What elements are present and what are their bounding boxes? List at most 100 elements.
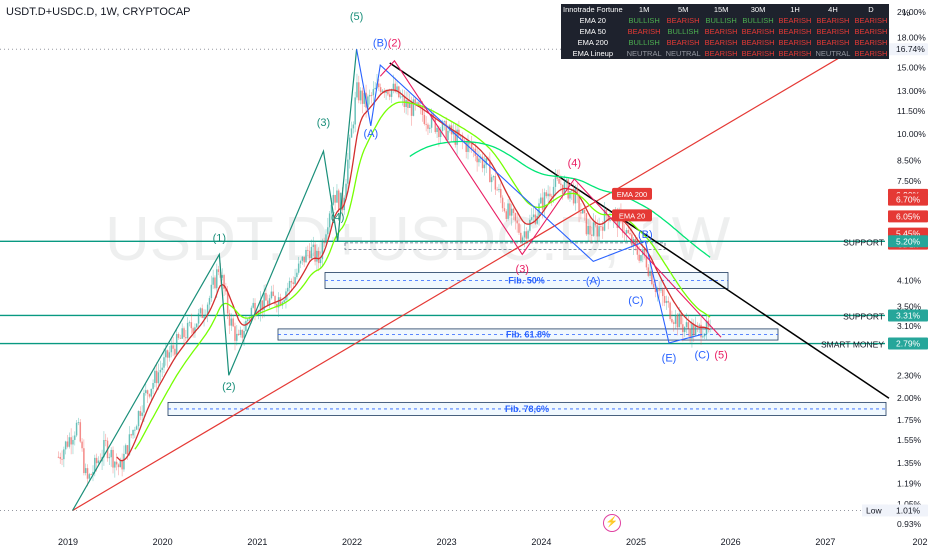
candle-body [663,296,666,303]
candle-body [682,324,684,333]
candle-body [350,128,353,138]
candle-body [432,113,435,118]
candle-body [669,302,671,320]
candle-body [394,83,396,92]
x-tick-label: 2019 [58,537,78,547]
candle-body [472,148,475,150]
candle-body [678,313,680,328]
candle-body [372,89,375,96]
candle-body [421,106,424,115]
candle-body [210,284,213,299]
candle-body [489,159,491,183]
price-label: 6.05% [896,211,921,221]
candle-body [214,277,216,289]
candle-body [520,232,522,241]
candle-body [123,453,125,470]
y-tick-label: 8.50% [897,156,922,166]
candle-body [523,231,526,238]
candle-body [61,458,63,460]
candle-body [418,102,420,106]
candle-body [121,460,123,470]
candle-body [654,287,657,293]
y-tick-label: 18.00% [897,32,926,42]
candle-body [114,461,116,468]
candle-body [390,89,393,97]
candle-body [388,94,391,97]
candle-body [629,232,631,235]
ema-tag-label: EMA 200 [617,190,647,199]
candle-body [223,275,225,289]
support-label: SUPPORT [843,237,884,247]
wave-label: (A) [586,275,601,287]
candle-body [103,440,105,458]
candle-body [658,288,660,291]
red-trendline [72,27,890,511]
candle-body [443,121,446,122]
candle-body [226,291,229,314]
candle-body [232,318,234,327]
x-tick-label: 2021 [247,537,267,547]
candle-body [146,390,149,395]
candle-body [428,127,431,129]
price-label-box [888,504,928,517]
candle-body [621,215,624,233]
candle-body [692,323,695,336]
candle-body [290,281,293,283]
candle-body [203,316,205,318]
candle-body [501,197,504,209]
signal-cell: BEARISH [854,16,888,25]
candle-body [77,422,80,424]
candle-body [381,90,384,92]
candle-body [205,314,207,317]
price-label-box [888,337,928,350]
candle-body [259,300,262,313]
candle-body [312,244,315,247]
lightning-icon[interactable]: ⚡ [603,514,621,532]
signal-cell: BEARISH [704,27,738,36]
candle-body [434,117,437,133]
candle-body [470,143,473,149]
candle-body [115,461,118,465]
candle-body [266,300,269,306]
candle-body [92,471,94,475]
fib-label: Fib. 78,6% [505,404,549,414]
candle-body [150,388,153,397]
wave-label: (1) [213,232,226,244]
candle-body [441,121,444,131]
wave-path-red [379,59,722,338]
candle-body [627,230,630,233]
y-tick-label: 13.00% [897,86,926,96]
candle-body [510,208,513,216]
candle-body [168,352,171,358]
candle-body [541,197,544,210]
candle-body [59,457,62,459]
candle-body [427,124,429,129]
candle-body [97,460,100,464]
signal-cell: BEARISH [816,38,850,47]
price-label: 16.74% [896,44,925,54]
y-tick-label: 10.00% [897,129,926,139]
candle-body [691,323,693,339]
table-row: EMA 200 BULLISH BEARISH BEARISH BEARISH BEARI… [561,37,889,48]
candle-body [667,301,670,303]
candle-body [503,208,506,212]
candle-body [88,474,91,479]
candle-body [625,230,628,234]
candle-body [378,83,380,88]
candle-body [603,209,606,231]
wave-path-blue [356,49,703,344]
candle-body [525,231,528,239]
candle-body [665,301,668,303]
candle-body [230,318,233,326]
wave-label: (B) [373,38,388,50]
candle-body [323,241,325,244]
candle-body [467,142,469,152]
candle-body [647,267,650,276]
candle-body [348,137,351,160]
candle-body [357,82,360,101]
candle-body [206,304,209,315]
wave-label: (5) [350,11,363,23]
candle-body [328,213,331,228]
candle-body [236,333,238,341]
